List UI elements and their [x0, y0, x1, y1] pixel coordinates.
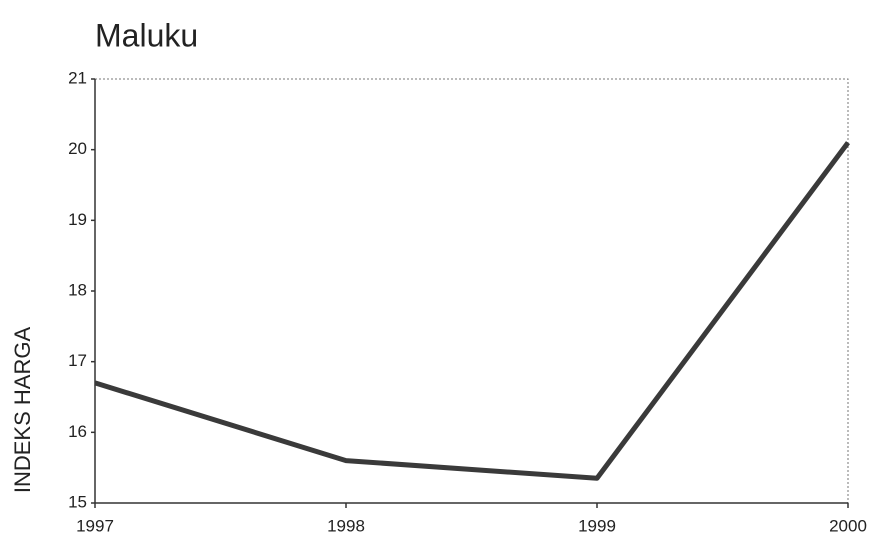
chart-title: Maluku — [95, 17, 198, 53]
y-tick-label: 15 — [68, 492, 87, 511]
y-tick-label: 18 — [68, 280, 87, 299]
data-line — [95, 143, 848, 479]
y-tick-label: 17 — [68, 351, 87, 370]
x-tick-label: 1998 — [327, 516, 365, 535]
x-tick-label: 1997 — [76, 516, 114, 535]
x-tick-label: 1999 — [578, 516, 616, 535]
y-tick-label: 16 — [68, 422, 87, 441]
chart: Maluku INDEKS HARGA 15 16 17 18 19 20 21 1997 19… — [0, 0, 880, 547]
y-tick-label: 19 — [68, 210, 87, 229]
y-tick-label: 21 — [68, 68, 87, 87]
y-axis-label: INDEKS HARGA — [10, 327, 35, 494]
y-tick-label: 20 — [68, 139, 87, 158]
x-tick-label: 2000 — [829, 516, 867, 535]
